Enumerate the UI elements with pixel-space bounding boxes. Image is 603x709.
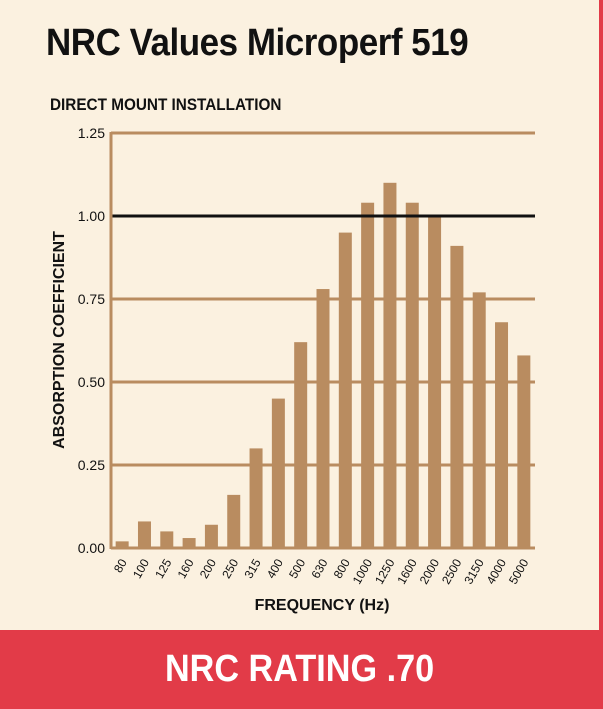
x-tick-label: 1000 — [350, 556, 376, 586]
x-tick-label: 100 — [130, 556, 152, 581]
x-tick-label: 500 — [286, 556, 308, 581]
x-tick-label: 200 — [197, 556, 219, 581]
chart-title: NRC Values Microperf 519 — [46, 22, 469, 64]
x-tick-label: 5000 — [506, 556, 532, 586]
bars — [115, 182, 531, 549]
x-tick-label: 400 — [264, 556, 286, 581]
bar-1250 — [383, 182, 397, 549]
x-tick-label: 1600 — [394, 556, 420, 586]
x-tick-label: 3150 — [461, 556, 487, 586]
bar-400 — [271, 398, 285, 548]
x-tick-label: 4000 — [484, 556, 510, 586]
y-tick-label: 0.75 — [78, 291, 105, 307]
bar-315 — [249, 448, 263, 548]
bar-80 — [115, 541, 129, 548]
bar-1600 — [405, 202, 419, 548]
y-tick-label: 1.00 — [78, 208, 105, 224]
y-tick-labels: 0.00 0.25 0.50 0.75 1.00 1.25 — [78, 125, 105, 556]
right-accent-border — [599, 0, 603, 709]
axes — [109, 132, 535, 550]
bar-4000 — [495, 322, 509, 548]
bar-500 — [294, 342, 308, 548]
bar-2000 — [428, 216, 442, 548]
bar-160 — [182, 538, 196, 548]
absorption-bar-chart: 0.000.250.500.751.001.25 80 100 125 160 200 2… — [51, 125, 535, 614]
nrc-rating-text: NRC RATING .70 — [164, 648, 435, 690]
x-tick-label: 2500 — [439, 556, 465, 586]
bar-5000 — [517, 355, 531, 548]
x-axis-label: FREQUENCY (Hz) — [255, 597, 390, 614]
y-tick-label: 0.00 — [78, 540, 105, 556]
x-tick-label: 800 — [331, 556, 353, 581]
chart-subtitle: DIRECT MOUNT INSTALLATION — [50, 95, 282, 114]
x-tick-label: 80 — [111, 556, 130, 575]
bar-125 — [160, 531, 174, 548]
x-tick-label: 125 — [152, 556, 174, 581]
y-tick-label: 0.25 — [78, 457, 105, 473]
y-tick-label: 1.25 — [78, 125, 105, 141]
x-tick-label: 250 — [219, 556, 241, 581]
bar-100 — [137, 521, 151, 548]
x-tick-label: 630 — [308, 556, 330, 581]
bar-200 — [204, 524, 218, 548]
bar-800 — [338, 232, 352, 548]
nrc-rating-banner: NRC RATING .70 — [0, 630, 599, 709]
bar-1000 — [361, 202, 375, 548]
x-tick-labels: 80 100 125 160 200 250 315 400 500 630 80010001250… — [111, 556, 532, 586]
y-axis-label: ABSORPTION COEFFICIENT — [51, 231, 68, 449]
bar-630 — [316, 289, 330, 548]
x-tick-label: 1250 — [372, 556, 398, 586]
bar-3150 — [472, 292, 486, 548]
bar-2500 — [450, 245, 464, 548]
x-tick-label: 2000 — [417, 556, 443, 586]
bar-250 — [227, 494, 241, 548]
y-tick-label: 0.50 — [78, 374, 105, 390]
x-tick-label: 315 — [242, 556, 264, 581]
x-tick-label: 160 — [175, 556, 197, 581]
